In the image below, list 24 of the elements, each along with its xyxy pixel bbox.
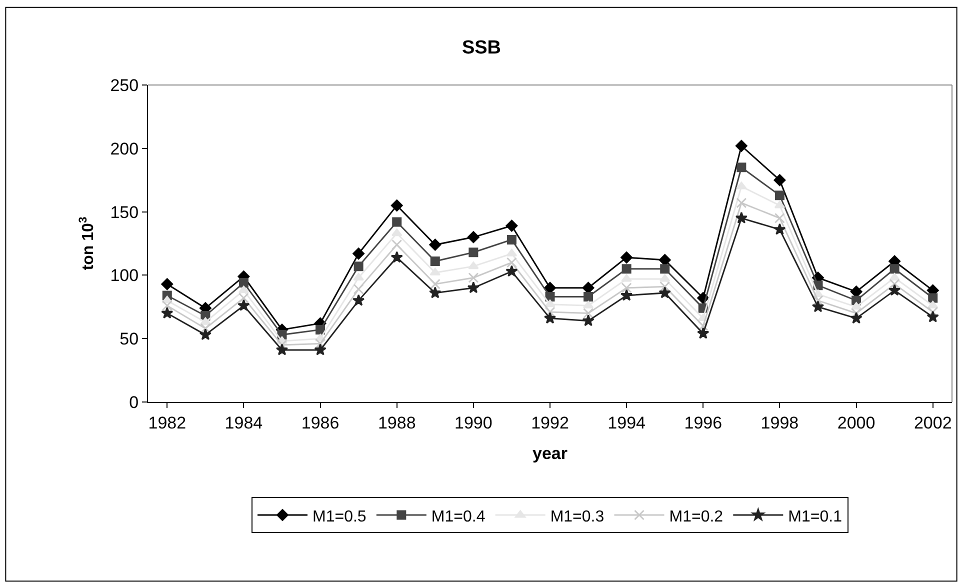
x-tick-label: 1994 (608, 413, 646, 432)
x-tick-label: 1996 (684, 413, 722, 432)
y-tick-label: 250 (110, 76, 139, 95)
x-tick-label: 1984 (224, 413, 263, 432)
x-tick-label: 1988 (378, 413, 416, 432)
legend-label: M1=0.1 (788, 508, 842, 526)
legend-label: M1=0.3 (550, 508, 604, 526)
x-axis-title: year (532, 444, 568, 463)
x-tick-label: 2002 (914, 413, 952, 432)
x-tick-label: 1992 (531, 413, 569, 432)
chart-title: SSB (462, 38, 502, 59)
x-tick-label: 1990 (454, 413, 492, 432)
x-tick-label: 1986 (301, 413, 340, 432)
y-tick-label: 50 (120, 330, 139, 349)
y-tick-label: 200 (110, 139, 139, 158)
legend-label: M1=0.5 (312, 508, 366, 526)
y-tick-label: 100 (110, 266, 139, 286)
y-tick-label: 150 (110, 202, 139, 222)
legend-label: M1=0.2 (669, 508, 724, 526)
x-tick-label: 1998 (760, 413, 799, 432)
x-tick-label: 2000 (837, 413, 876, 432)
y-tick-label: 0 (129, 392, 139, 412)
x-tick-label: 1982 (148, 413, 186, 432)
legend-label: M1=0.4 (431, 508, 486, 526)
